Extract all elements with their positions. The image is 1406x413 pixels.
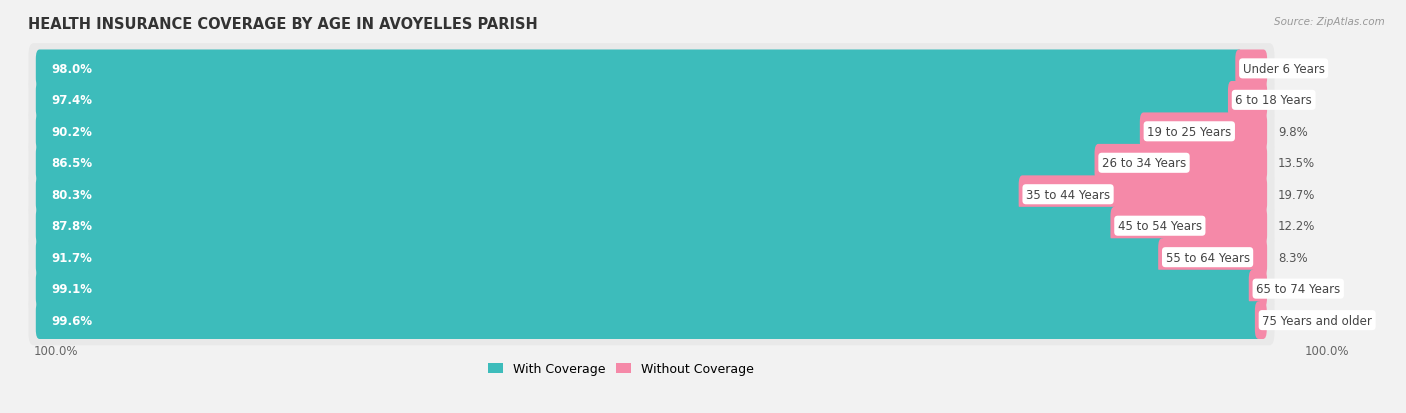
Text: 19.7%: 19.7% (1278, 188, 1316, 201)
Text: 86.5%: 86.5% (52, 157, 93, 170)
FancyBboxPatch shape (35, 239, 1166, 276)
Text: 87.8%: 87.8% (52, 220, 93, 233)
FancyBboxPatch shape (35, 270, 1256, 308)
Text: 97.4%: 97.4% (52, 94, 93, 107)
FancyBboxPatch shape (35, 207, 1118, 245)
FancyBboxPatch shape (35, 113, 1147, 151)
Text: 0.37%: 0.37% (1278, 314, 1315, 327)
Legend: With Coverage, Without Coverage: With Coverage, Without Coverage (488, 362, 754, 375)
FancyBboxPatch shape (35, 82, 1236, 119)
FancyBboxPatch shape (28, 107, 1274, 157)
FancyBboxPatch shape (1236, 50, 1267, 88)
Text: 98.0%: 98.0% (52, 63, 93, 76)
FancyBboxPatch shape (1227, 82, 1267, 119)
Text: 75 Years and older: 75 Years and older (1263, 314, 1372, 327)
Text: 99.1%: 99.1% (52, 282, 93, 295)
FancyBboxPatch shape (1111, 207, 1267, 245)
FancyBboxPatch shape (1094, 145, 1267, 182)
Text: Under 6 Years: Under 6 Years (1243, 63, 1324, 76)
Text: Source: ZipAtlas.com: Source: ZipAtlas.com (1274, 17, 1385, 26)
Text: 100.0%: 100.0% (1305, 344, 1350, 357)
FancyBboxPatch shape (1249, 270, 1267, 308)
FancyBboxPatch shape (1019, 176, 1267, 214)
Text: 45 to 54 Years: 45 to 54 Years (1118, 220, 1202, 233)
FancyBboxPatch shape (28, 44, 1274, 94)
Text: 12.2%: 12.2% (1278, 220, 1316, 233)
Text: 65 to 74 Years: 65 to 74 Years (1256, 282, 1340, 295)
Text: 100.0%: 100.0% (34, 344, 77, 357)
FancyBboxPatch shape (1140, 113, 1267, 151)
Text: 26 to 34 Years: 26 to 34 Years (1102, 157, 1187, 170)
FancyBboxPatch shape (35, 50, 1243, 88)
Text: 6 to 18 Years: 6 to 18 Years (1236, 94, 1312, 107)
Text: 91.7%: 91.7% (52, 251, 93, 264)
Text: 9.8%: 9.8% (1278, 126, 1308, 138)
FancyBboxPatch shape (35, 145, 1102, 182)
FancyBboxPatch shape (28, 295, 1274, 345)
FancyBboxPatch shape (1159, 239, 1267, 276)
FancyBboxPatch shape (28, 264, 1274, 314)
FancyBboxPatch shape (28, 201, 1274, 251)
Text: 35 to 44 Years: 35 to 44 Years (1026, 188, 1111, 201)
Text: 2.6%: 2.6% (1278, 94, 1308, 107)
FancyBboxPatch shape (35, 176, 1026, 214)
Text: 55 to 64 Years: 55 to 64 Years (1166, 251, 1250, 264)
Text: HEALTH INSURANCE COVERAGE BY AGE IN AVOYELLES PARISH: HEALTH INSURANCE COVERAGE BY AGE IN AVOY… (28, 17, 538, 31)
FancyBboxPatch shape (28, 76, 1274, 126)
Text: 90.2%: 90.2% (52, 126, 93, 138)
FancyBboxPatch shape (35, 301, 1263, 339)
Text: 13.5%: 13.5% (1278, 157, 1315, 170)
Text: 80.3%: 80.3% (52, 188, 93, 201)
FancyBboxPatch shape (1256, 301, 1267, 339)
FancyBboxPatch shape (28, 138, 1274, 188)
FancyBboxPatch shape (28, 170, 1274, 220)
Text: 8.3%: 8.3% (1278, 251, 1308, 264)
FancyBboxPatch shape (28, 233, 1274, 282)
Text: 0.89%: 0.89% (1278, 282, 1315, 295)
Text: 19 to 25 Years: 19 to 25 Years (1147, 126, 1232, 138)
Text: 99.6%: 99.6% (52, 314, 93, 327)
Text: 2.0%: 2.0% (1278, 63, 1308, 76)
